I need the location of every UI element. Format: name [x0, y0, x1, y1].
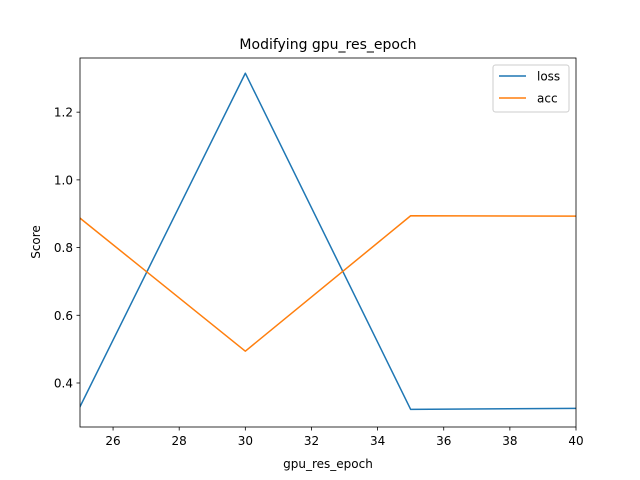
x-tick-label: 32: [304, 434, 319, 448]
series-line-acc: [80, 215, 576, 352]
y-axis-label: Score: [29, 225, 43, 259]
x-tick-label: 30: [238, 434, 253, 448]
y-tick-label: 0.4: [54, 376, 73, 390]
y-tick-label: 1.0: [54, 173, 73, 187]
x-tick-label: 38: [502, 434, 517, 448]
y-tick-label: 1.2: [54, 106, 73, 120]
legend-label-loss: loss: [537, 70, 560, 84]
y-tick-label: 0.6: [54, 309, 73, 323]
x-axis-label: gpu_res_epoch: [283, 457, 373, 471]
legend: loss acc: [492, 64, 570, 113]
legend-label-acc: acc: [537, 92, 558, 106]
x-tick-label: 34: [370, 434, 385, 448]
series-line-loss: [80, 72, 576, 411]
x-tick-label: 36: [436, 434, 451, 448]
chart-title: Modifying gpu_res_epoch: [239, 37, 416, 53]
x-tick-label: 40: [568, 434, 583, 448]
x-tick-label: 28: [172, 434, 187, 448]
x-tick-label: 26: [105, 434, 120, 448]
axes-group: 26 28 30 32 34 36 38 40 0.4 0.6 0.8 1.0 1.2: [54, 57, 584, 448]
axes-frame: [79, 57, 577, 428]
y-tick-label: 0.8: [54, 241, 73, 255]
